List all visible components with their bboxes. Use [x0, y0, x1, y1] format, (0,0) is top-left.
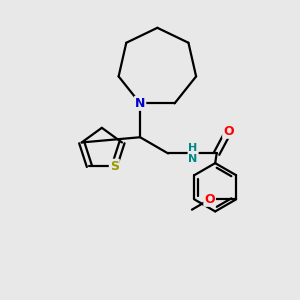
Text: O: O: [223, 125, 234, 138]
Text: S: S: [110, 160, 119, 173]
Text: H
N: H N: [188, 142, 198, 164]
Text: O: O: [204, 193, 215, 206]
Text: N: N: [135, 97, 145, 110]
